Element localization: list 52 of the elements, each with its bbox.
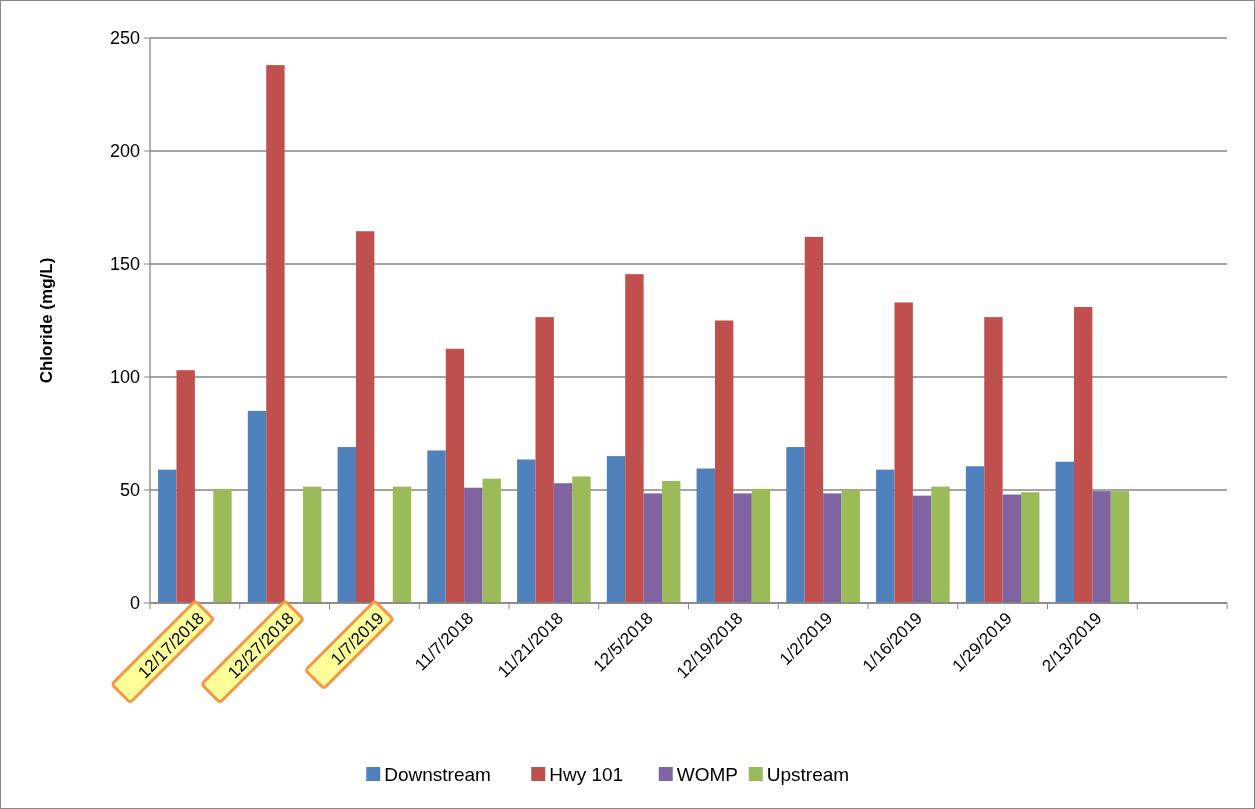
bar	[733, 493, 752, 603]
bar	[786, 447, 805, 603]
bar	[714, 320, 734, 603]
legend-label: Downstream	[384, 763, 491, 785]
bar	[1021, 492, 1040, 603]
y-tick-label: 150	[109, 254, 140, 275]
y-tick-label: 250	[109, 28, 140, 49]
bar	[553, 483, 573, 603]
y-tick-label: 200	[109, 141, 140, 162]
bar	[445, 348, 465, 603]
bar	[965, 466, 985, 603]
bar	[894, 302, 913, 603]
bar	[1073, 306, 1093, 603]
bar	[535, 317, 554, 603]
bar	[662, 480, 681, 603]
bar	[876, 469, 895, 603]
bar	[1002, 494, 1022, 603]
bar	[517, 459, 536, 603]
legend-label: Hwy 101	[549, 763, 624, 785]
bar	[625, 274, 644, 603]
bar	[841, 490, 860, 603]
bar	[213, 488, 232, 603]
bar	[247, 410, 267, 603]
bar	[606, 456, 626, 603]
y-axis-title: Chloride (mg/L)	[37, 257, 56, 384]
legend-label: Upstream	[766, 763, 850, 785]
bar	[572, 476, 591, 603]
bar	[1092, 491, 1111, 603]
bar	[303, 486, 322, 603]
bar	[696, 468, 715, 603]
y-tick-label: 0	[129, 593, 140, 614]
bar	[266, 65, 285, 603]
bar	[464, 487, 483, 603]
bar	[355, 231, 375, 603]
bar	[482, 478, 501, 603]
bar	[931, 486, 950, 603]
y-tick-label: 50	[119, 480, 140, 501]
bar	[643, 493, 663, 603]
y-tick-label: 100	[109, 367, 140, 388]
legend-label: WOMP	[676, 763, 738, 785]
bar	[751, 488, 771, 603]
bar	[392, 486, 412, 603]
bar	[337, 447, 356, 603]
bar	[176, 370, 195, 603]
bar	[823, 493, 842, 603]
bar	[1110, 491, 1130, 603]
bar	[804, 236, 824, 603]
bar	[912, 495, 932, 603]
bar	[427, 450, 446, 603]
bar	[984, 317, 1003, 603]
bar	[1055, 461, 1074, 603]
bar	[158, 469, 177, 603]
